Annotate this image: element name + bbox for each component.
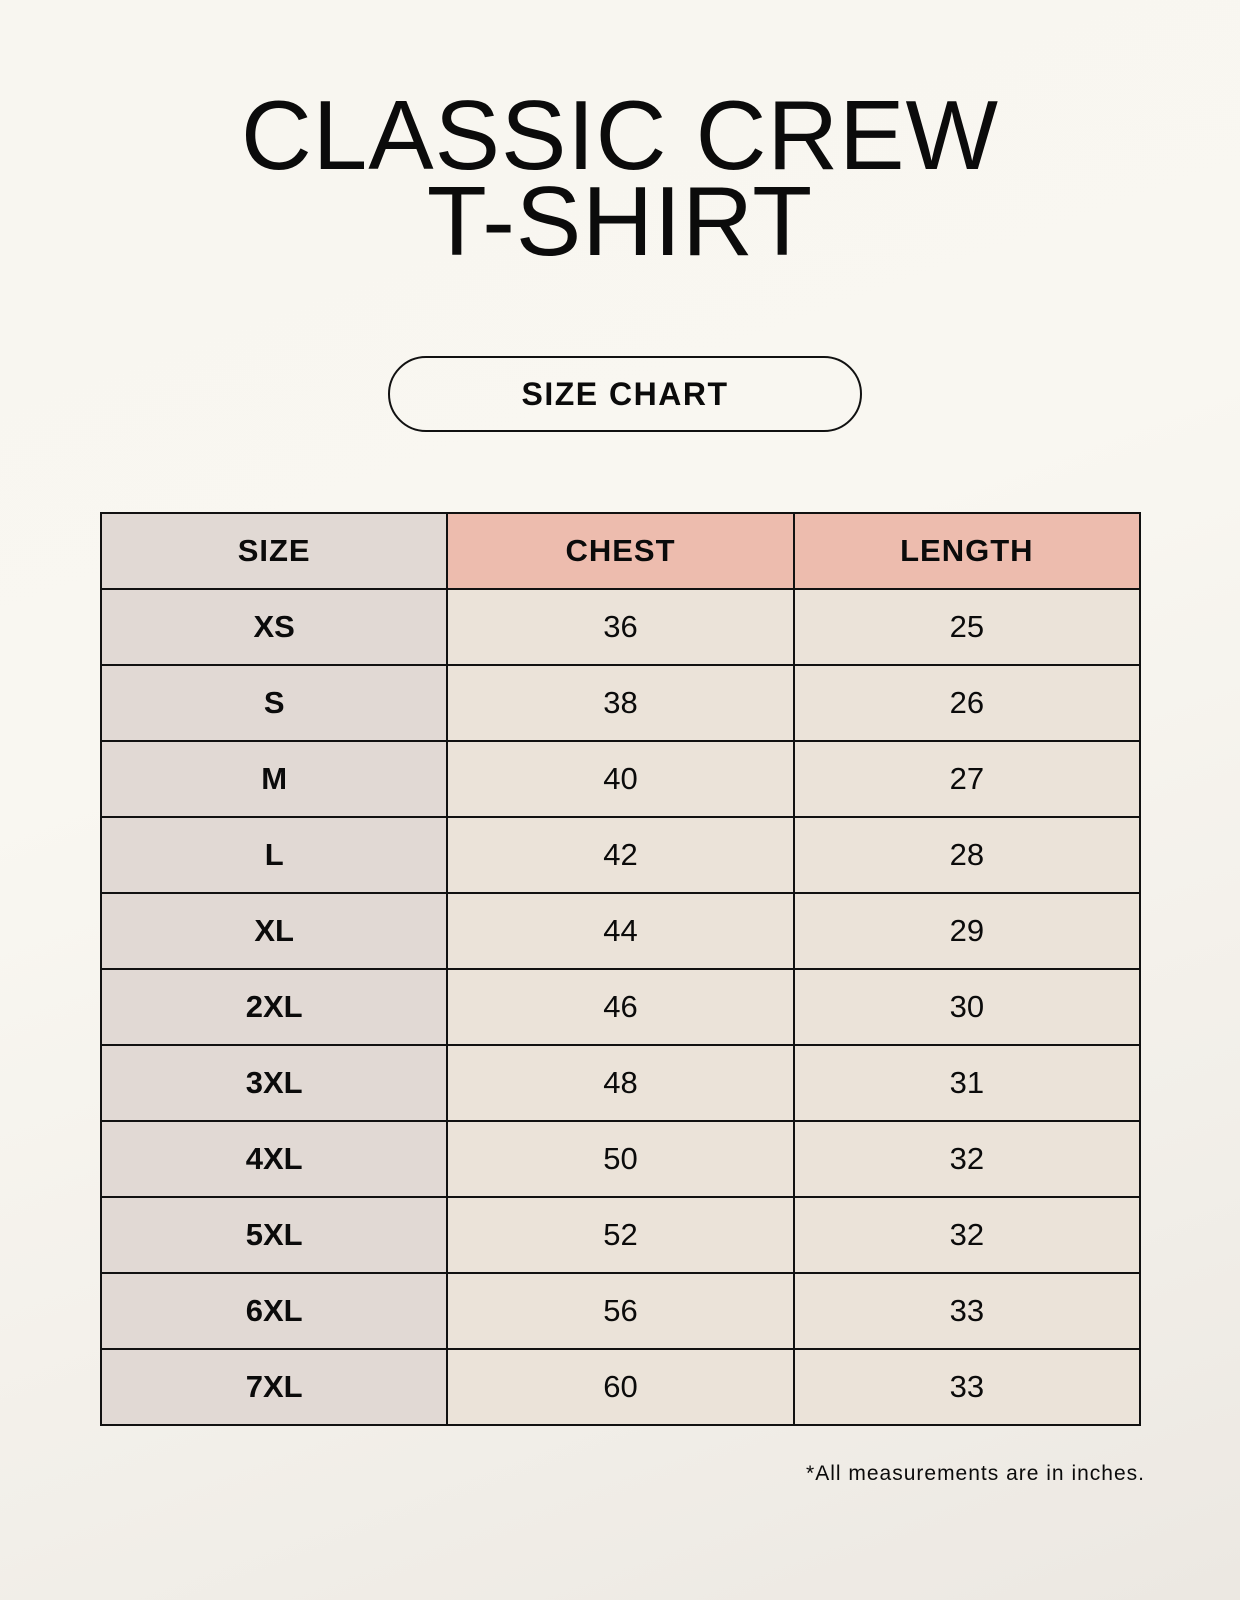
chest-cell: 60 [446,1348,795,1426]
size-chart-badge: SIZE CHART [388,356,862,432]
chest-cell: 38 [446,664,795,742]
table-row: 5XL 52 32 [99,1196,1142,1274]
chest-cell: 46 [446,968,795,1046]
size-table: SIZE CHEST LENGTH XS 36 25 S 38 26 M 40 27 L 42 28 X… [99,512,1142,1426]
length-cell: 32 [792,1196,1142,1274]
length-cell: 31 [792,1044,1142,1122]
length-cell: 27 [792,740,1142,818]
table-row: S 38 26 [99,664,1142,742]
table-row: L 42 28 [99,816,1142,894]
table-row: XS 36 25 [99,588,1142,666]
header-chest: CHEST [446,512,795,590]
size-cell: 5XL [99,1196,449,1274]
title-line-2: T-SHIRT [426,166,814,276]
size-cell: XS [99,588,449,666]
chest-cell: 52 [446,1196,795,1274]
size-cell: S [99,664,449,742]
size-cell: 4XL [99,1120,449,1198]
page-title: CLASSIC CREW T-SHIRT [0,80,1240,276]
chest-cell: 42 [446,816,795,894]
size-cell: 7XL [99,1348,449,1426]
table-row: XL 44 29 [99,892,1142,970]
length-cell: 33 [792,1348,1142,1426]
table-row: 2XL 46 30 [99,968,1142,1046]
length-cell: 32 [792,1120,1142,1198]
size-cell: 6XL [99,1272,449,1350]
footnote: *All measurements are in inches. [806,1462,1145,1485]
table-header-row: SIZE CHEST LENGTH [99,512,1142,590]
header-size: SIZE [99,512,449,590]
chest-cell: 40 [446,740,795,818]
chest-cell: 36 [446,588,795,666]
size-cell: 2XL [99,968,449,1046]
length-cell: 28 [792,816,1142,894]
length-cell: 33 [792,1272,1142,1350]
table-row: 3XL 48 31 [99,1044,1142,1122]
length-cell: 30 [792,968,1142,1046]
table-row: 6XL 56 33 [99,1272,1142,1350]
table-row: 7XL 60 33 [99,1348,1142,1426]
title-line-1: CLASSIC CREW [240,80,999,190]
chest-cell: 48 [446,1044,795,1122]
chest-cell: 44 [446,892,795,970]
size-cell: 3XL [99,1044,449,1122]
length-cell: 29 [792,892,1142,970]
chest-cell: 50 [446,1120,795,1198]
size-cell: M [99,740,449,818]
size-cell: L [99,816,449,894]
table-row: M 40 27 [99,740,1142,818]
length-cell: 26 [792,664,1142,742]
size-cell: XL [99,892,449,970]
chest-cell: 56 [446,1272,795,1350]
length-cell: 25 [792,588,1142,666]
table-row: 4XL 50 32 [99,1120,1142,1198]
header-length: LENGTH [792,512,1142,590]
